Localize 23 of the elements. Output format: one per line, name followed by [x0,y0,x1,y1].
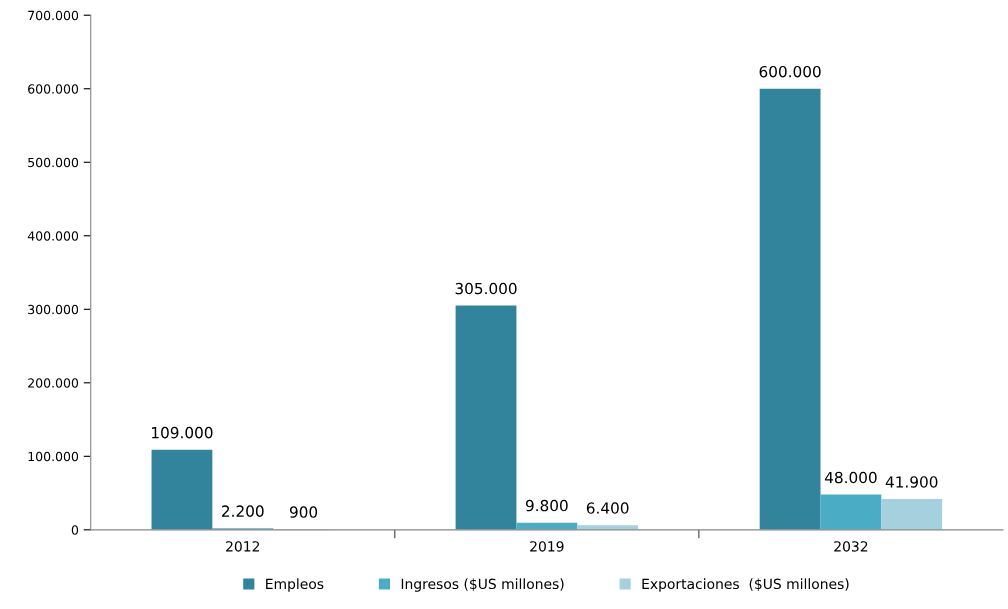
data-label: 600.000 [759,65,821,78]
data-label: 9.800 [525,499,568,512]
y-tick-label: 100.000 [28,451,79,462]
legend-label: Ingresos ($US millones) [401,578,564,592]
data-label: 2.200 [222,505,264,517]
y-tick-label: 400.000 [27,231,79,241]
legend-label: Exportaciones ($US millones) [642,578,849,592]
x-tick-label: 2032 [834,541,868,552]
y-tick-label: 600.000 [28,84,79,94]
y-tick-label: 200.000 [28,378,79,388]
legend-label: Empleos [266,578,324,592]
y-tick-label: 700.000 [28,10,79,21]
y-tick-label: 300.000 [28,304,79,315]
data-label: 41.900 [885,476,938,488]
data-label: 305.000 [455,282,517,295]
data-label: 109.000 [152,426,213,439]
x-tick-label: 2012 [226,541,260,552]
y-tick-label: 500.000 [28,157,79,168]
y-tick-label: 0 [71,525,79,535]
data-label: 48.000 [824,471,877,484]
data-label: 6.400 [586,502,629,514]
data-label: 900 [289,506,318,518]
x-tick-label: 2019 [530,541,564,552]
